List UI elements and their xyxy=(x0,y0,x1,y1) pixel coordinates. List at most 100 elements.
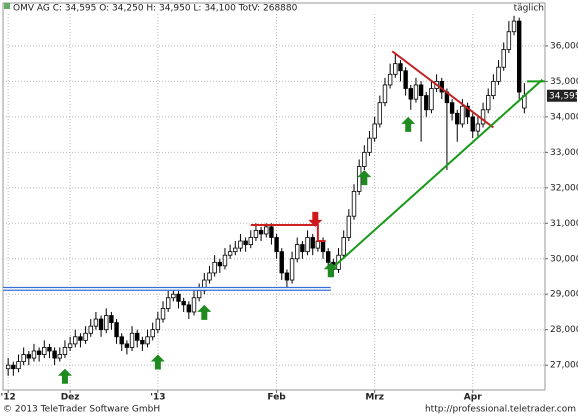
candle-body xyxy=(196,290,202,299)
candle-body xyxy=(186,304,192,313)
candle-body xyxy=(351,190,357,217)
x-tick-label: Feb xyxy=(267,393,286,403)
candle-body xyxy=(346,215,352,238)
signal-arrow xyxy=(308,211,323,227)
candle-body xyxy=(300,244,305,253)
candle-body xyxy=(258,229,264,235)
candle-body xyxy=(382,84,388,104)
candle-body xyxy=(429,88,434,111)
plot-frame xyxy=(2,2,546,391)
candle-body xyxy=(42,347,47,355)
candle-body xyxy=(403,70,408,89)
candle-body xyxy=(191,297,197,313)
candle-body xyxy=(506,31,512,50)
candle-body xyxy=(114,322,119,338)
candle-body xyxy=(47,347,52,352)
candle-body xyxy=(418,84,424,96)
candle-body xyxy=(486,95,491,111)
candle-body xyxy=(491,80,496,96)
candle-body xyxy=(480,109,486,125)
footer-left: © 2013 TeleTrader Software GmbH xyxy=(3,405,160,415)
candle-body xyxy=(243,240,248,245)
candle-body xyxy=(408,88,413,100)
candle-body xyxy=(356,166,362,192)
candle-body xyxy=(248,237,253,245)
candle-body xyxy=(212,261,217,274)
candle-body xyxy=(496,66,501,82)
candle-body xyxy=(217,261,222,267)
candle-body xyxy=(264,226,269,235)
candle-body xyxy=(21,354,26,363)
candle-body xyxy=(449,102,455,114)
candle-body xyxy=(93,318,99,327)
footer-right: http://professional.teletrader.com xyxy=(425,405,576,415)
y-tick-label: 30,000 xyxy=(550,254,578,264)
candle-body xyxy=(98,318,104,331)
candle-body xyxy=(104,315,109,331)
y-tick-label: 33,000 xyxy=(550,148,578,158)
y-tick-label: 34,000 xyxy=(550,112,578,122)
candle-body xyxy=(398,63,403,72)
trend-line xyxy=(250,224,326,243)
candle-body xyxy=(88,325,93,334)
signal-arrow xyxy=(197,304,212,320)
chart-subtitle: täglich xyxy=(514,4,544,14)
candle-body xyxy=(140,339,145,345)
candle-body xyxy=(52,350,57,359)
candle-body xyxy=(222,254,228,267)
candle-body xyxy=(238,240,243,249)
candle-body xyxy=(269,226,274,238)
y-tick-label: 32,000 xyxy=(550,183,578,193)
candle-body xyxy=(367,137,372,153)
x-tick-label: Apr xyxy=(464,393,482,403)
candle-body xyxy=(129,332,135,348)
header-icon xyxy=(4,3,10,9)
signal-arrow xyxy=(401,116,416,132)
candle-body xyxy=(424,95,429,111)
candle-body xyxy=(160,308,166,320)
y-tick-label: 36,000 xyxy=(550,41,578,51)
trend-line xyxy=(330,78,544,271)
last-price-tag xyxy=(547,89,577,102)
y-tick-label: 27,000 xyxy=(550,361,578,371)
candle-body xyxy=(413,84,419,100)
candle-body xyxy=(460,105,465,125)
candle-body xyxy=(62,347,68,355)
candle-body xyxy=(165,297,171,309)
signal-arrow xyxy=(323,262,338,278)
y-tick-label: 35,000 xyxy=(550,77,578,87)
candle-body xyxy=(135,332,140,341)
candle-body xyxy=(83,332,88,341)
candle-body xyxy=(78,336,83,341)
candle-body xyxy=(284,272,290,281)
y-tick-label: 29,000 xyxy=(550,290,578,300)
candle-body xyxy=(145,336,150,345)
candle-body xyxy=(176,293,181,302)
candle-body xyxy=(320,240,326,253)
candle-body xyxy=(325,251,331,263)
candle-body xyxy=(305,237,310,253)
candle-body xyxy=(362,151,367,167)
x-tick-label: '12 xyxy=(1,393,16,403)
x-tick-label: Mrz xyxy=(365,393,384,403)
candle-body xyxy=(501,49,506,68)
signal-arrow xyxy=(57,368,72,384)
last-price-label: 34,595 xyxy=(549,91,578,101)
candle-body xyxy=(5,364,11,370)
y-tick-label: 31,000 xyxy=(550,219,578,229)
trend-line xyxy=(391,50,494,129)
candle-body xyxy=(11,364,16,370)
candle-body xyxy=(119,336,124,345)
chart-title: OMV AG C: 34,595 O: 34,250 H: 34,950 L: … xyxy=(13,4,298,14)
candle-body xyxy=(31,350,37,359)
candle-body xyxy=(253,229,259,238)
candle-body xyxy=(150,329,155,338)
candle-body xyxy=(475,123,481,132)
candle-body xyxy=(207,272,212,281)
candle-body xyxy=(181,300,186,306)
y-tick-label: 28,000 xyxy=(550,325,578,335)
candle-body xyxy=(511,20,517,33)
candle-body xyxy=(16,361,21,370)
candle-body xyxy=(295,244,300,260)
